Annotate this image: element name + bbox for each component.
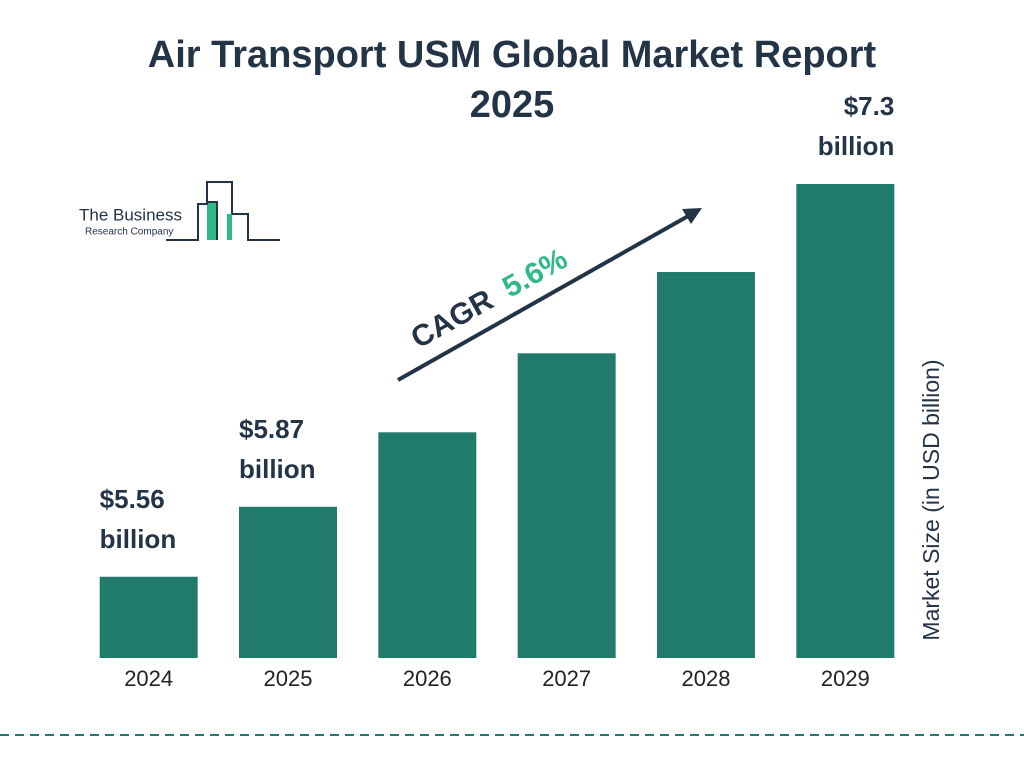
cagr-label: CAGR	[406, 283, 500, 355]
value-label: $5.56 billion	[99, 483, 177, 554]
logo-bar	[227, 214, 232, 240]
logo-text: Research Company	[85, 227, 173, 238]
y-axis-label: Market Size (in USD billion)	[918, 359, 944, 640]
bar	[378, 432, 477, 658]
cagr-value: 5.6%	[497, 242, 573, 304]
value-label: $5.87 billion	[239, 413, 316, 484]
x-tick-label: 2024	[124, 666, 173, 691]
bar	[657, 272, 755, 658]
bar	[517, 353, 616, 658]
logo-bar	[207, 202, 217, 240]
bar	[239, 506, 337, 658]
bar	[796, 184, 895, 658]
arrow-head	[682, 208, 702, 224]
cagr: CAGR 5.6%	[406, 242, 573, 355]
x-tick-label: 2029	[821, 666, 870, 691]
value-label: $7.3 billion	[817, 91, 895, 161]
x-tick-label: 2028	[682, 666, 731, 691]
logo: The Business Research Company	[79, 181, 280, 241]
x-tick-label: 2025	[264, 666, 313, 691]
x-tick-label: 2026	[403, 666, 452, 691]
bar	[99, 576, 198, 658]
logo-text: The Business	[79, 205, 182, 224]
logo-outline	[166, 181, 280, 241]
chart-title: Air Transport USM Global Market Report 2…	[147, 34, 877, 126]
logo-outline	[207, 201, 218, 240]
x-tick-label: 2027	[542, 666, 591, 691]
arrow-line	[397, 213, 691, 382]
